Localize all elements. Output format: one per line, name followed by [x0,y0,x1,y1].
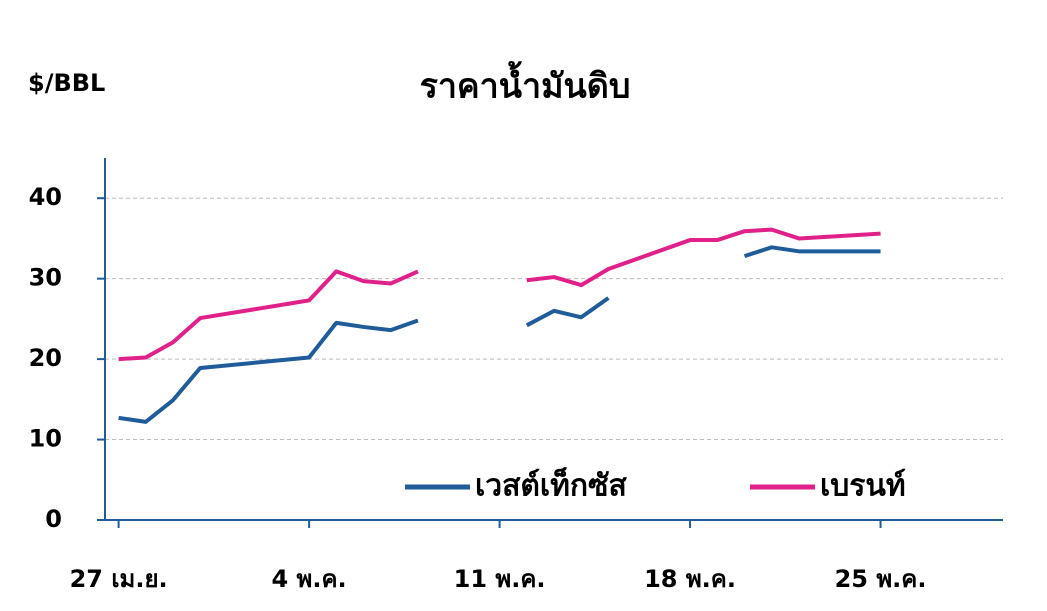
legend-label: เบรนท์ [820,469,906,504]
y-tick-label: 30 [29,264,62,292]
chart-title: ราคาน้ำมันดิบ [420,61,631,107]
line-series [118,227,881,362]
x-tick-label: 4 พ.ค. [272,565,347,593]
y-axis-label: $/BBL [28,69,105,97]
line-series [118,245,881,424]
x-tick-label: 27 เม.ย. [70,565,168,593]
x-tick-label: 11 พ.ค. [454,565,546,593]
x-tick-label: 25 พ.ค. [835,565,927,593]
y-tick-label: 10 [29,425,62,453]
legend-label: เวสต์เท็กซัส [475,467,627,504]
y-tick-label: 0 [45,505,62,533]
y-tick-label: 40 [29,183,62,211]
x-tick-label: 18 พ.ค. [644,565,736,593]
y-tick-label: 20 [29,344,62,372]
